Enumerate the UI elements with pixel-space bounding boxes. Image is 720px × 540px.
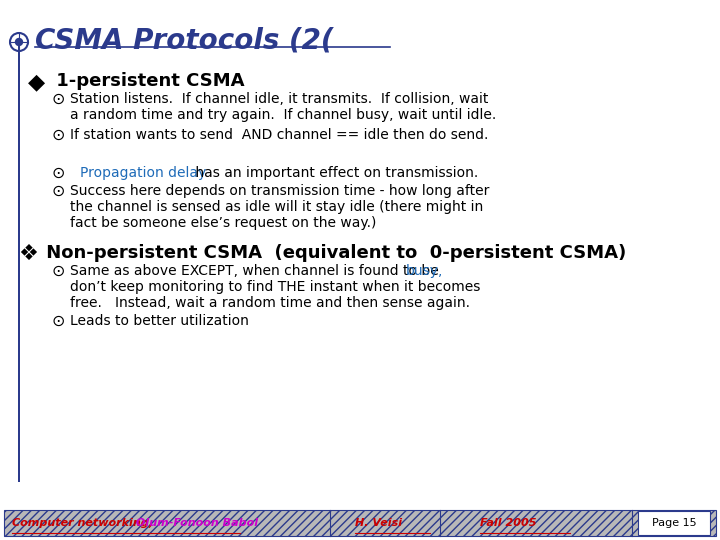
Text: H. Veisi: H. Veisi	[355, 518, 402, 528]
Text: Station listens.  If channel idle, it transmits.  If collision, wait: Station listens. If channel idle, it tra…	[70, 92, 488, 106]
Circle shape	[16, 38, 22, 45]
Text: Fall 2005: Fall 2005	[480, 518, 536, 528]
Bar	[638, 511, 710, 535]
Text: don’t keep monitoring to find THE instant when it becomes: don’t keep monitoring to find THE instan…	[70, 280, 480, 294]
Text: free.   Instead, wait a random time and then sense again.: free. Instead, wait a random time and th…	[70, 296, 470, 310]
Text: ⊙: ⊙	[52, 128, 66, 143]
Text: ⊙: ⊙	[52, 264, 66, 279]
Text: ⊙: ⊙	[52, 92, 66, 107]
Text: Olum-Fonoon Babol: Olum-Fonoon Babol	[132, 518, 258, 528]
Bar	[18, 40, 20, 482]
Text: Computer networking,: Computer networking,	[12, 518, 153, 528]
Text: If station wants to send  AND channel == idle then do send.: If station wants to send AND channel == …	[70, 128, 488, 142]
Text: ⊙: ⊙	[52, 184, 66, 199]
Text: a random time and try again.  If channel busy, wait until idle.: a random time and try again. If channel …	[70, 108, 496, 122]
Text: Propagation delay: Propagation delay	[80, 166, 206, 180]
Text: CSMA Protocols (2(: CSMA Protocols (2(	[35, 27, 333, 55]
Text: Success here depends on transmission time - how long after: Success here depends on transmission tim…	[70, 184, 490, 198]
Bar	[4, 510, 716, 536]
Text: 1-persistent CSMA: 1-persistent CSMA	[50, 72, 245, 90]
Text: Page 15: Page 15	[652, 518, 696, 528]
Text: ⊙: ⊙	[52, 166, 66, 181]
Text: ◆: ◆	[28, 72, 45, 92]
Text: has an important effect on transmission.: has an important effect on transmission.	[191, 166, 478, 180]
Text: Leads to better utilization: Leads to better utilization	[70, 314, 249, 328]
Text: Same as above EXCEPT, when channel is found to be: Same as above EXCEPT, when channel is fo…	[70, 264, 443, 278]
Text: the channel is sensed as idle will it stay idle (there might in: the channel is sensed as idle will it st…	[70, 200, 483, 214]
Text: fact be someone else’s request on the way.): fact be someone else’s request on the wa…	[70, 216, 377, 230]
Text: ⊙: ⊙	[52, 314, 66, 329]
Text: Non-persistent CSMA  (equivalent to  0-persistent CSMA): Non-persistent CSMA (equivalent to 0-per…	[40, 244, 626, 262]
Text: ❖: ❖	[18, 244, 38, 264]
Text: busy,: busy,	[406, 264, 444, 278]
